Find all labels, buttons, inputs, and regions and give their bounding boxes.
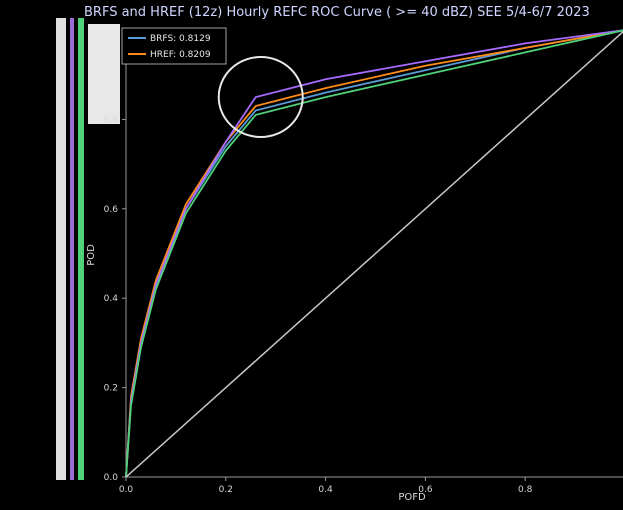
y-tick-label: 0.6 [104,205,119,215]
left-panel-stripe [88,24,120,124]
x-tick-label: 0.2 [219,485,233,495]
legend-label-href: HREF: 0.8209 [150,50,211,60]
left-panel-stripe [78,18,84,480]
legend-box [121,27,227,65]
series-layer [125,29,623,478]
left-panel-stripe [70,18,74,480]
highlight-circle [217,56,304,139]
y-tick-label: 0.0 [104,473,119,483]
x-tick-label: 0.6 [418,485,433,495]
y-axis-label: POD [86,244,97,266]
series-line-4 [125,30,623,478]
x-tick-label: 0.8 [518,485,533,495]
y-tick-label: 0.2 [104,384,118,394]
legend: BRFS: 0.8129 HREF: 0.8209 [121,27,227,65]
x-tick-label: 0.4 [318,485,333,495]
x-axis-label: POFD [398,492,426,503]
x-tick-label: 0.0 [119,485,134,495]
axis-ticks: 0.0 0.2 0.4 0.6 0.8 0.0 0.2 0.4 0.6 0.8 [104,115,533,495]
left-panel-stripe [56,18,66,480]
legend-label-brfs: BRFS: 0.8129 [150,34,211,44]
y-tick-label: 0.4 [104,294,119,304]
chart-title: BRFS and HREF (12z) Hourly REFC ROC Curv… [84,5,590,20]
series-line-3 [125,29,623,478]
y-tick-label: 0.8 [104,115,119,125]
annotation-layer [217,56,304,139]
